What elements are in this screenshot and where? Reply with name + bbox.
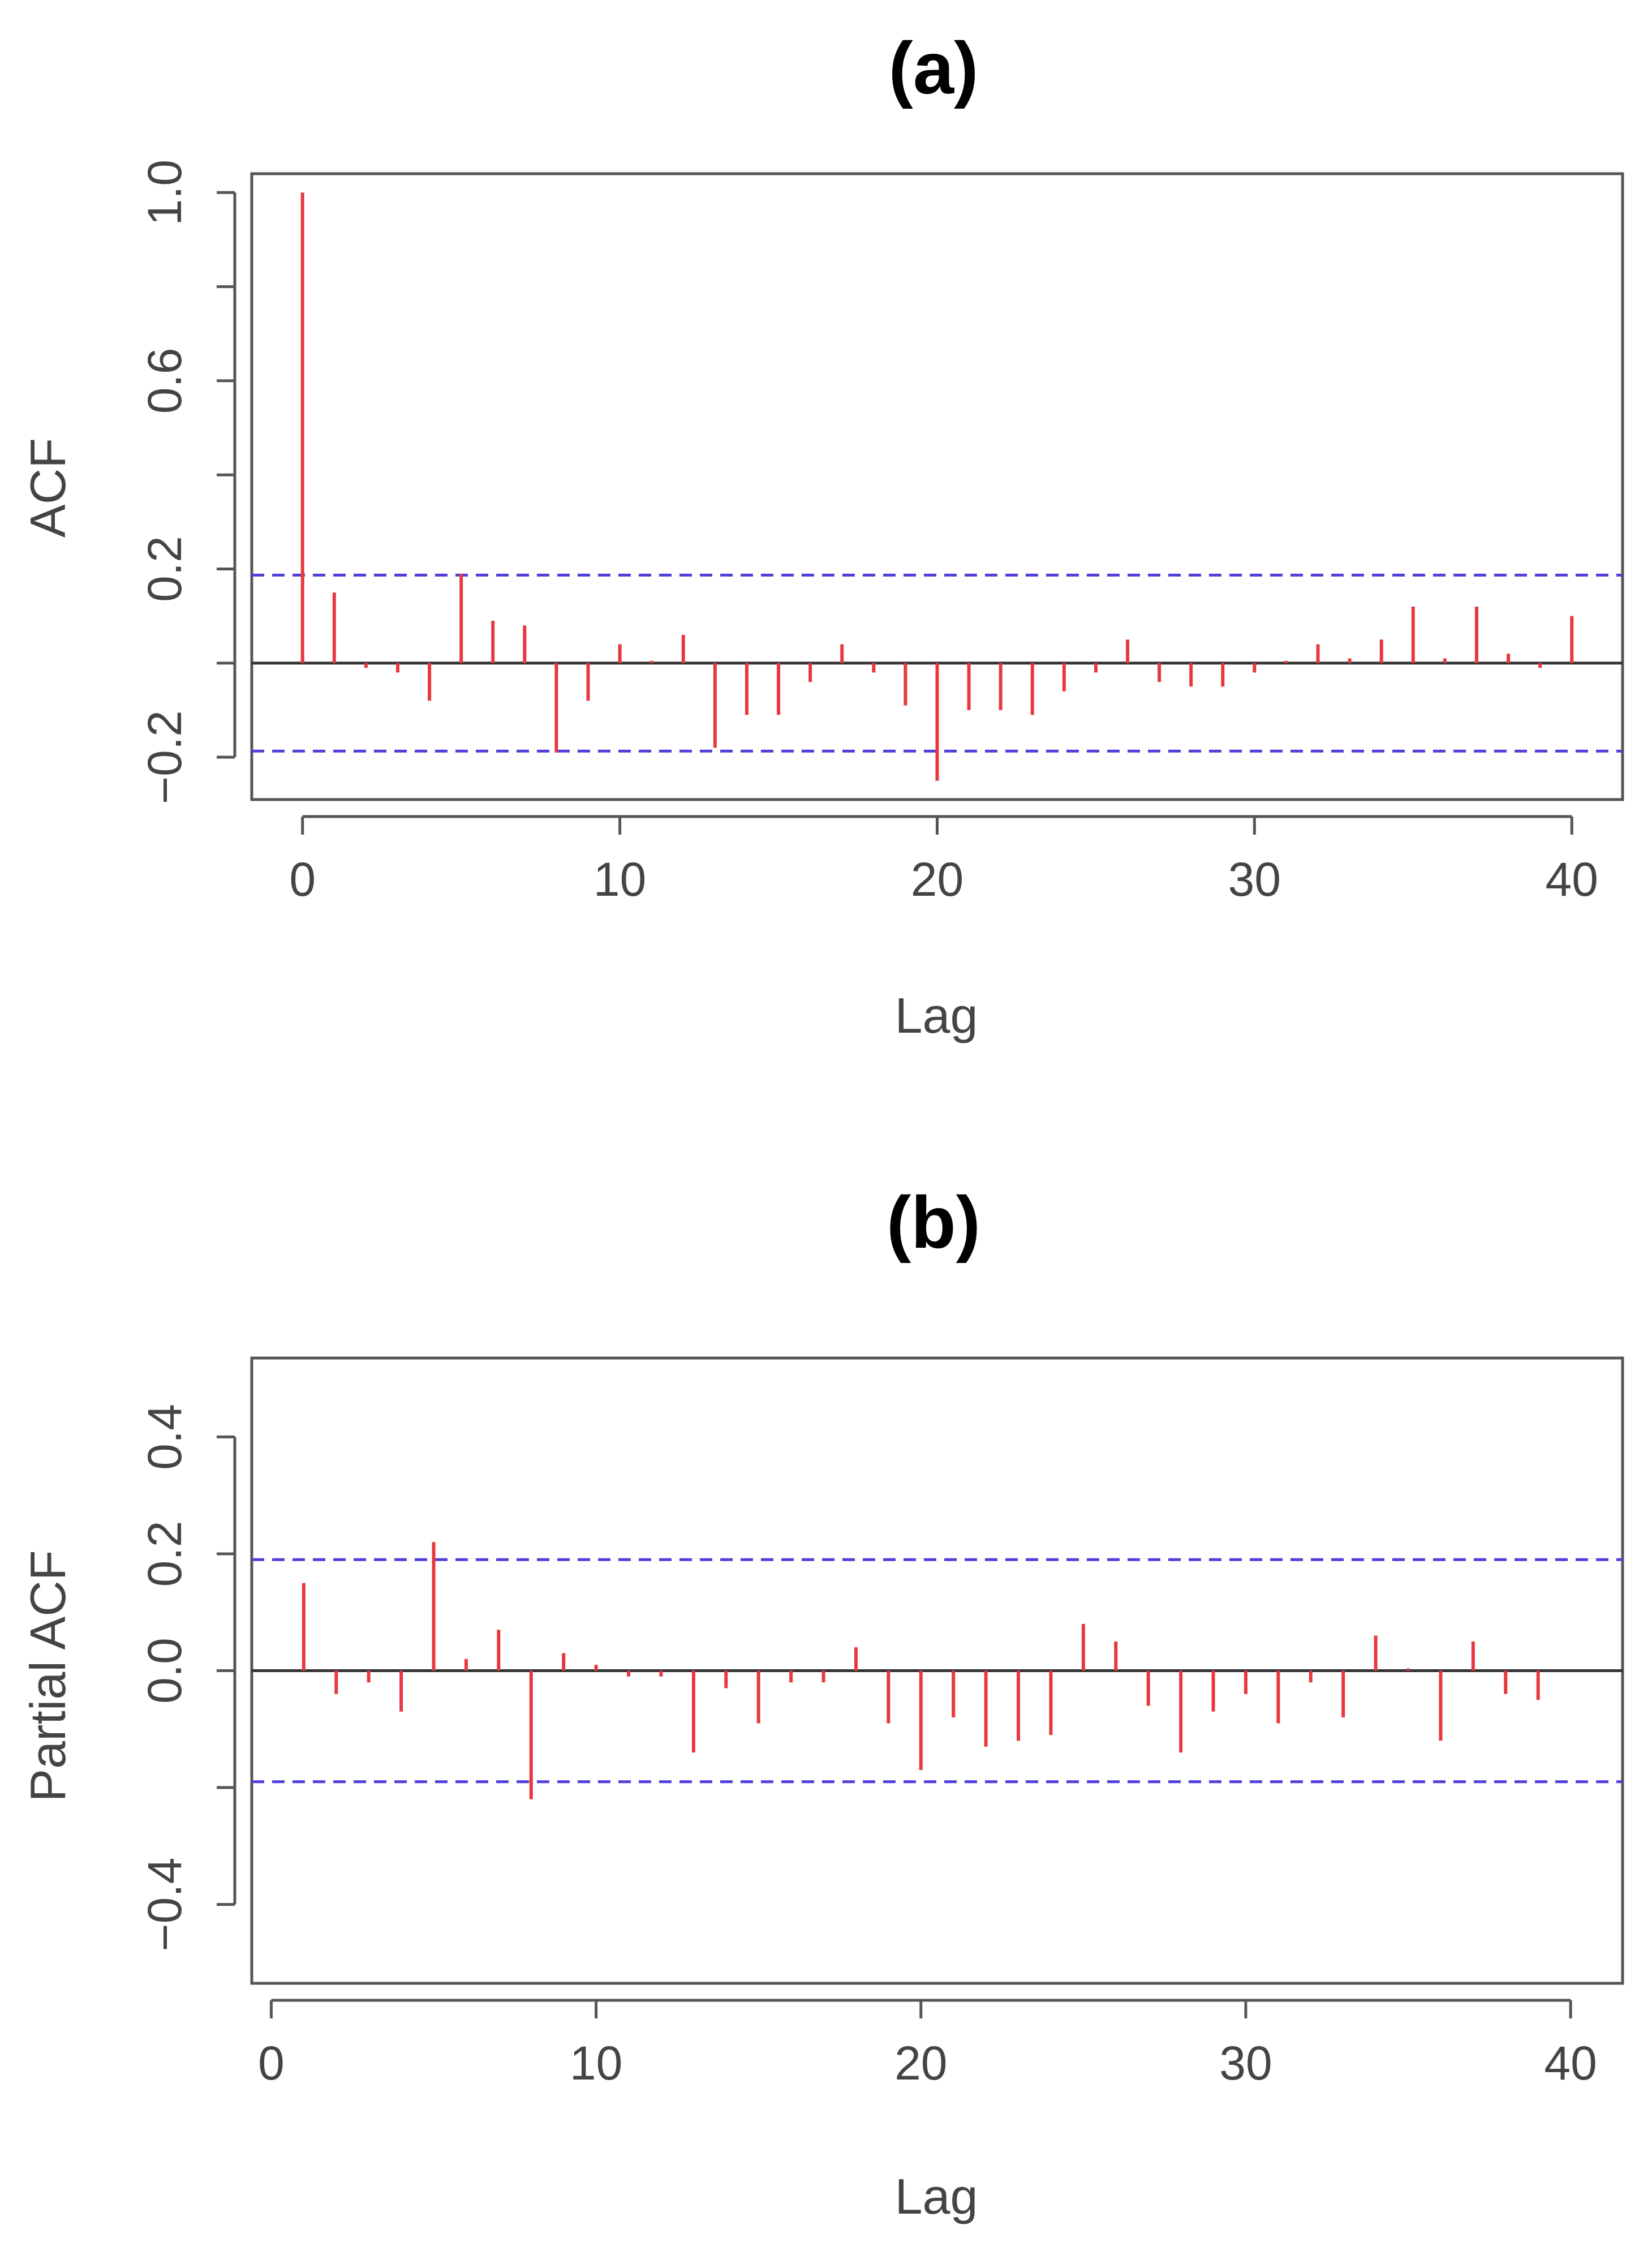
acf-panel-title: (a) xyxy=(889,27,979,109)
acf-x-tick-label: 10 xyxy=(593,853,646,906)
pacf-panel: (b) 0 10 20 30 40 −0.4 0.0 0.2 0.4 Lag Partial … xyxy=(20,1181,1624,2224)
acf-x-tick-label: 30 xyxy=(1228,853,1281,906)
acf-y-tick-label: 0.6 xyxy=(138,348,191,414)
pacf-y-axis-title: Partial ACF xyxy=(20,1550,76,1802)
acf-plot-frame xyxy=(250,172,1624,801)
pacf-y-tick-label: 0.4 xyxy=(138,1404,191,1470)
acf-x-tick-label: 0 xyxy=(289,853,316,906)
acf-x-tick-label: 20 xyxy=(911,853,963,906)
pacf-y-tick-label: −0.4 xyxy=(138,1858,191,1952)
pacf-y-tick-label: 0.0 xyxy=(138,1638,191,1704)
acf-x-tick-label: 40 xyxy=(1546,853,1598,906)
pacf-x-tick-label: 20 xyxy=(894,2037,947,2090)
acf-y-axis-title: ACF xyxy=(20,438,76,538)
pacf-x-axis-title: Lag xyxy=(895,2168,978,2224)
acf-y-tick-label: 1.0 xyxy=(138,160,191,226)
pacf-x-tick-label: 40 xyxy=(1544,2037,1597,2090)
acf-x-axis-title: Lag xyxy=(895,987,978,1043)
pacf-x-tick-label: 10 xyxy=(570,2037,622,2090)
acf-y-tick-label: −0.2 xyxy=(138,710,191,804)
acf-panel: (a) 0 10 20 30 40 −0.2 0.2 0.6 1.0 Lag ACF xyxy=(20,27,1624,1043)
pacf-x-tick-label: 30 xyxy=(1219,2037,1272,2090)
pacf-panel-title: (b) xyxy=(887,1181,980,1264)
pacf-y-tick-label: 0.2 xyxy=(138,1521,191,1587)
pacf-x-tick-label: 0 xyxy=(258,2037,285,2090)
acf-y-tick-label: 0.2 xyxy=(138,536,191,602)
